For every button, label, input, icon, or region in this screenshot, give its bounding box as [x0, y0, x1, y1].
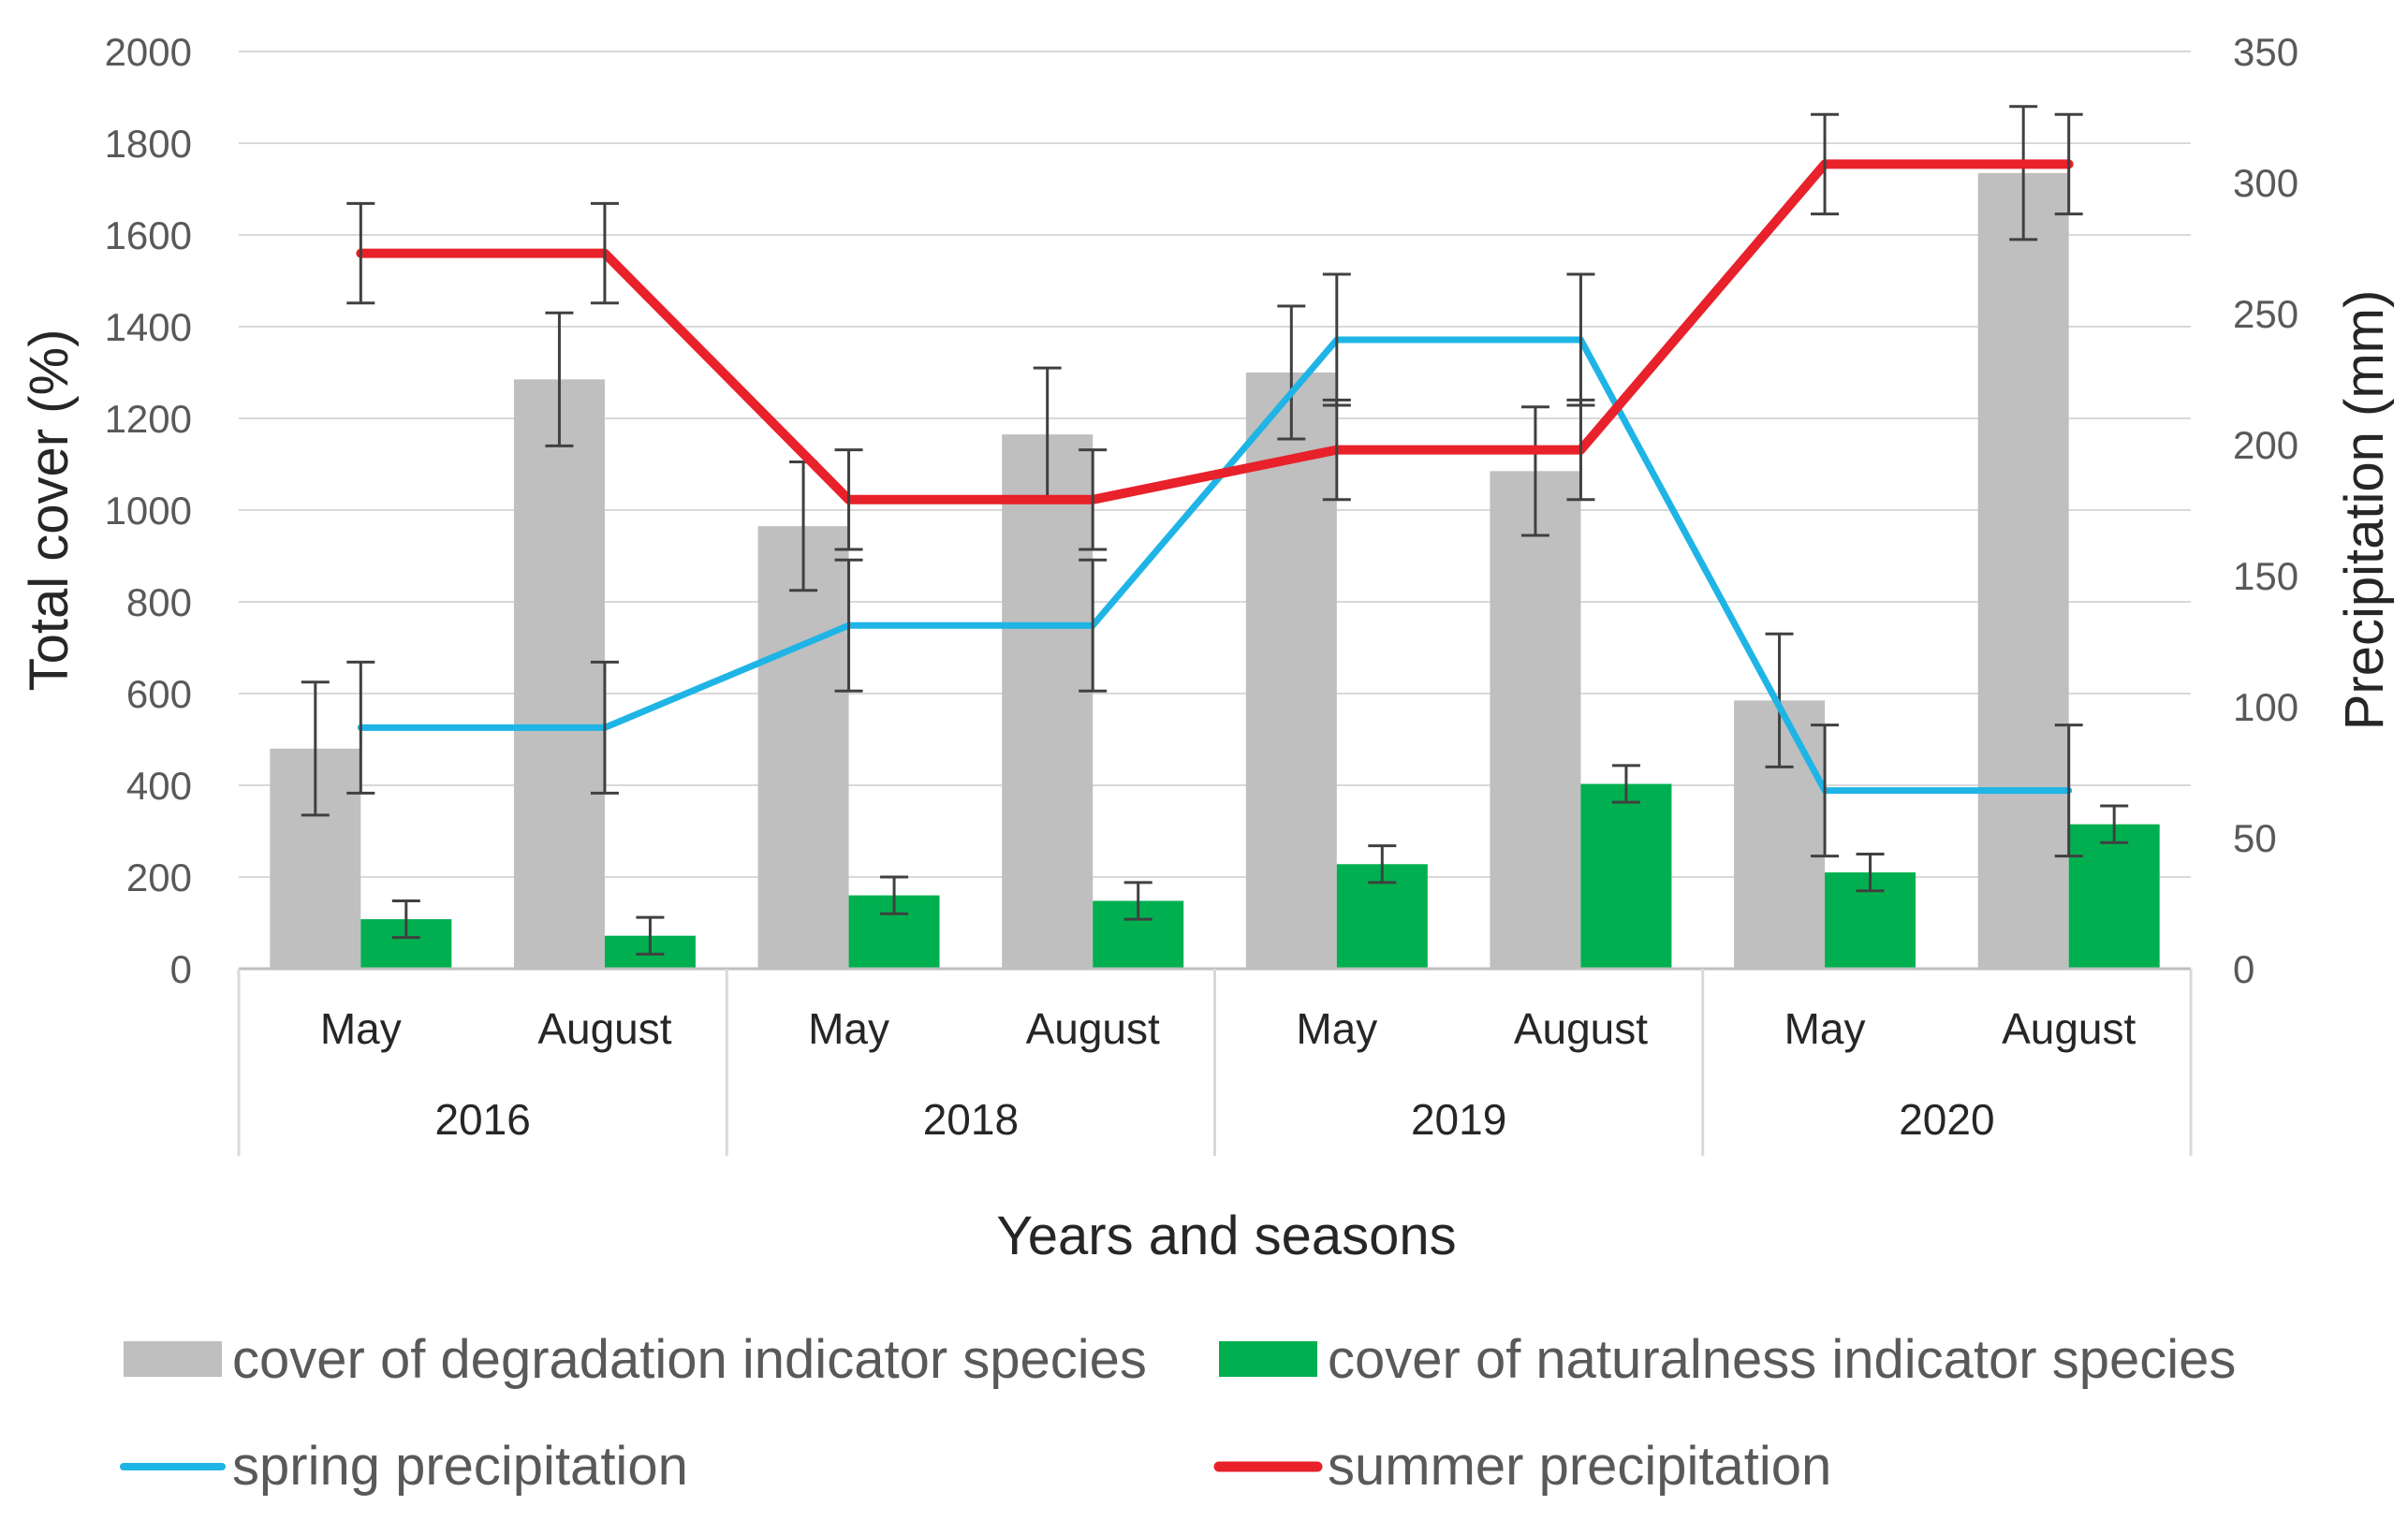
- y2-tick-label: 300: [2233, 161, 2298, 205]
- y-tick-label: 1600: [105, 213, 192, 257]
- x-year-label: 2019: [1411, 1095, 1506, 1144]
- y-tick-label: 200: [126, 855, 192, 899]
- y-axis-title: Total cover (%): [19, 329, 80, 692]
- x-season-label: August: [537, 1004, 671, 1053]
- legend-label-degradation: cover of degradation indicator species: [232, 1329, 1147, 1390]
- x-axis-title: Years and seasons: [996, 1206, 1456, 1266]
- y-tick-label: 0: [170, 947, 192, 991]
- x-year-label: 2018: [923, 1095, 1019, 1144]
- legend-label-summer: summer precipitation: [1328, 1436, 1831, 1497]
- y-tick-label: 2000: [105, 30, 192, 74]
- bar-naturalness: [1580, 783, 1672, 969]
- bar-degradation: [1977, 172, 2069, 970]
- y2-axis-title: Precipitation (mm): [2334, 290, 2395, 731]
- x-season-label: May: [1296, 1004, 1377, 1053]
- y2-tick-label: 250: [2233, 292, 2298, 336]
- y-tick-label: 1000: [105, 489, 192, 533]
- x-year-label: 2016: [434, 1095, 530, 1144]
- summer-precipitation-line: [356, 159, 2074, 504]
- x-season-label: August: [1026, 1004, 1160, 1053]
- spring-precipitation-line: [357, 336, 2073, 795]
- y2-tick-label: 100: [2233, 685, 2298, 729]
- bar-degradation: [757, 526, 849, 969]
- y2-tick-label: 50: [2233, 816, 2277, 860]
- legend-swatch-degradation: [124, 1341, 222, 1377]
- y2-tick-label: 200: [2233, 423, 2298, 467]
- y-tick-label: 600: [126, 672, 192, 716]
- x-season-label: May: [1784, 1004, 1866, 1053]
- bar-degradation: [513, 379, 605, 970]
- y2-tick-label: 150: [2233, 554, 2298, 598]
- y-tick-label: 400: [126, 764, 192, 808]
- y-tick-label: 1400: [105, 305, 192, 349]
- y2-tick-label: 350: [2233, 30, 2298, 74]
- bar-degradation: [1490, 471, 1581, 970]
- legend-swatch-naturalness: [1219, 1341, 1317, 1377]
- x-season-label: May: [808, 1004, 889, 1053]
- y-tick-label: 800: [126, 580, 192, 624]
- x-season-label: May: [320, 1004, 402, 1053]
- x-season-label: August: [1514, 1004, 1648, 1053]
- x-year-label: 2020: [1899, 1095, 1994, 1144]
- bar-degradation: [1002, 434, 1094, 969]
- bar-naturalness: [2068, 824, 2160, 969]
- y-tick-label: 1800: [105, 122, 192, 166]
- legend-label-spring: spring precipitation: [232, 1436, 688, 1497]
- legend-label-naturalness: cover of naturalness indicator species: [1328, 1329, 2236, 1390]
- y2-tick-label: 0: [2233, 947, 2254, 991]
- x-season-label: August: [2002, 1004, 2136, 1053]
- y-tick-label: 1200: [105, 397, 192, 441]
- bar-degradation: [1245, 373, 1337, 969]
